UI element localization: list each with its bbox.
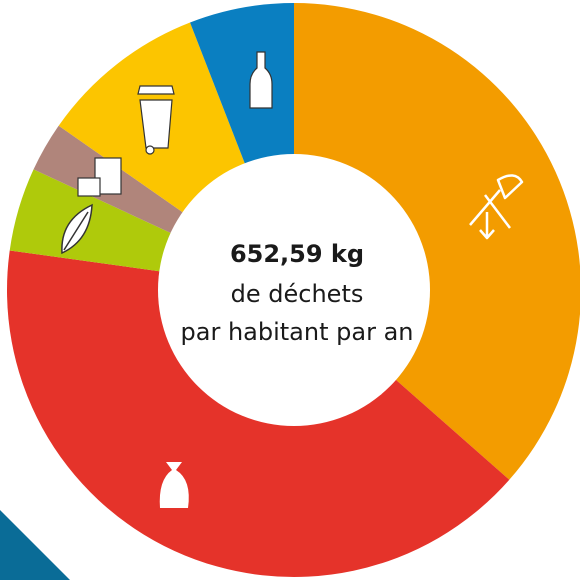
icon-objects [77,157,122,197]
icon-bin [137,85,175,155]
center-total: 652,59 kg [230,240,364,268]
center-line: de déchets [231,280,364,308]
center-line: par habitant par an [181,318,414,346]
donut-hole [158,154,430,426]
icon-bag [159,462,189,508]
corner-decoration [0,510,70,580]
slice [294,3,580,480]
icon-bottle [249,51,273,109]
icon-recycle [469,174,524,240]
icon-leaf [61,203,93,255]
